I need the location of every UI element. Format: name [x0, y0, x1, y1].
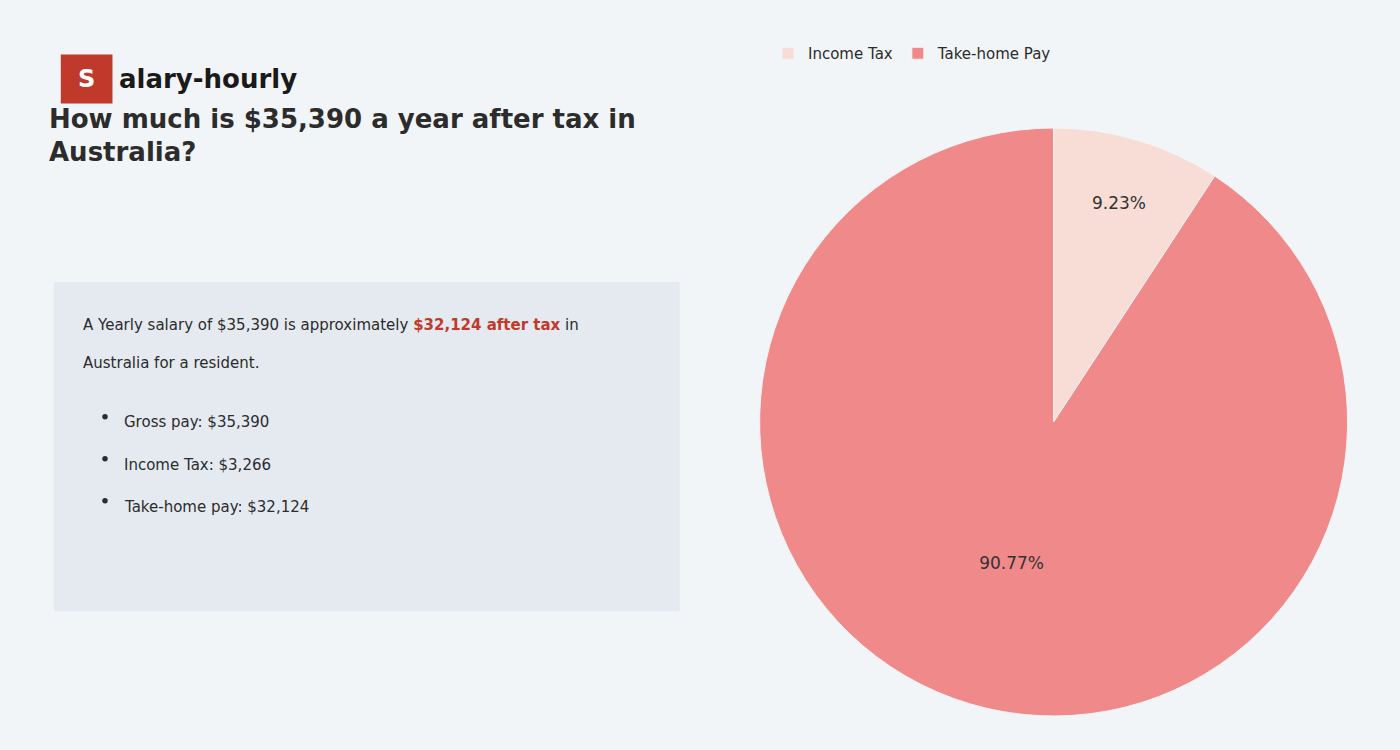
svg-text:How much is $35,390 a year aft: How much is $35,390 a year after tax inA…	[49, 104, 636, 168]
svg-text:Income Tax: $3,266: Income Tax: $3,266	[124, 456, 271, 474]
svg-text:Take-home Pay: Take-home Pay	[937, 45, 1051, 63]
svg-text:Australia for a resident.: Australia for a resident.	[83, 354, 259, 372]
svg-text:9.23%: 9.23%	[1092, 193, 1146, 213]
svg-text:Gross pay: $35,390: Gross pay: $35,390	[124, 413, 269, 431]
svg-text:90.77%: 90.77%	[979, 553, 1044, 573]
svg-text:S: S	[78, 65, 95, 93]
svg-text:Income Tax: Income Tax	[808, 45, 893, 63]
svg-text:Take-home pay: $32,124: Take-home pay: $32,124	[124, 498, 309, 516]
svg-text:A Yearly salary of $35,390 is: A Yearly salary of $35,390 is approximat…	[83, 316, 579, 334]
svg-text:alary-hourly: alary-hourly	[119, 64, 297, 94]
